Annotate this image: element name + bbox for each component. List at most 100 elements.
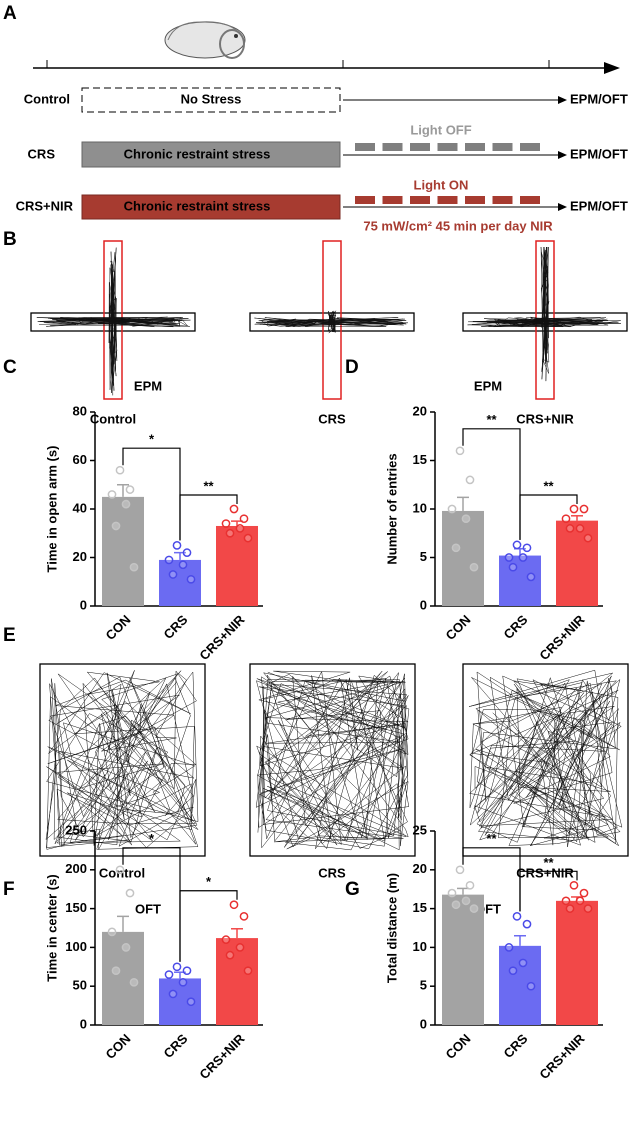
- data-point: [518, 553, 528, 562]
- data-point: [125, 485, 135, 494]
- data-point: [221, 519, 231, 528]
- data-point: [469, 562, 479, 572]
- light-label: Light ON: [414, 177, 469, 192]
- data-point: [461, 514, 471, 524]
- significance-bracket: [122, 447, 181, 541]
- y-tick-label: 15: [413, 452, 427, 467]
- y-tick-label: 0: [80, 1016, 87, 1031]
- light-block: [520, 143, 540, 151]
- bar: [556, 520, 598, 606]
- data-point: [579, 888, 589, 898]
- chart-title: EPM: [134, 378, 162, 393]
- track: [255, 670, 410, 851]
- data-point: [239, 912, 249, 921]
- y-tick-label: 5: [420, 549, 427, 564]
- significance-label: *: [206, 874, 212, 889]
- data-point: [182, 548, 192, 558]
- data-point: [465, 880, 475, 890]
- data-point: [221, 935, 231, 944]
- track: [327, 310, 337, 334]
- data-point: [164, 555, 174, 565]
- track-label: Control: [90, 411, 136, 426]
- y-tick-label: 60: [73, 452, 87, 467]
- row-label: Control: [24, 91, 70, 106]
- significance-label: **: [203, 478, 214, 493]
- data-point: [107, 490, 117, 499]
- data-point: [111, 966, 121, 976]
- data-point: [447, 888, 457, 898]
- data-point: [125, 888, 135, 898]
- data-point: [243, 966, 253, 976]
- y-tick-label: 20: [73, 549, 87, 564]
- data-point: [235, 524, 245, 533]
- light-block: [355, 196, 375, 204]
- y-tick-label: 200: [65, 861, 87, 876]
- data-point: [522, 543, 532, 553]
- data-point: [168, 989, 178, 999]
- data-point: [186, 997, 196, 1007]
- data-point: [111, 521, 121, 531]
- y-tick-label: 10: [413, 500, 427, 515]
- panel-label: E: [3, 625, 16, 646]
- light-block: [465, 196, 485, 204]
- row-label: CRS: [28, 146, 56, 161]
- data-point: [526, 572, 536, 582]
- light-blocks: [355, 196, 540, 204]
- oft-tracks: [39, 663, 629, 857]
- y-axis-label: Total distance (m): [384, 873, 399, 983]
- light-block: [492, 196, 513, 204]
- light-block: [382, 143, 403, 151]
- data-point: [575, 524, 585, 533]
- data-point: [182, 966, 192, 976]
- data-point: [455, 446, 465, 456]
- y-tick-label: 100: [65, 939, 87, 954]
- track-label: CRS+NIR: [516, 865, 574, 880]
- light-block: [437, 143, 458, 151]
- bar: [499, 555, 541, 606]
- data-point: [178, 560, 188, 570]
- bar-text: Chronic restraint stress: [124, 146, 271, 161]
- data-point: [583, 533, 593, 543]
- track-label: CRS: [318, 865, 346, 880]
- arrow-head: [558, 203, 567, 211]
- y-tick-label: 0: [80, 597, 87, 612]
- light-block: [355, 143, 375, 151]
- track: [467, 316, 621, 328]
- bar-text: No Stress: [181, 91, 242, 106]
- data-point: [451, 543, 461, 553]
- significance-label: *: [149, 432, 155, 447]
- panel-label: B: [3, 229, 17, 250]
- light-block: [520, 196, 540, 204]
- panel-label: A: [3, 3, 17, 24]
- stress-bar: [81, 194, 341, 220]
- data-point: [225, 528, 235, 538]
- light-label: Light OFF: [410, 122, 471, 137]
- light-block: [437, 196, 458, 204]
- data-point: [561, 896, 571, 906]
- data-point: [107, 927, 117, 937]
- bar: [102, 496, 144, 606]
- y-axis-label: Number of entries: [384, 453, 399, 564]
- data-point: [115, 865, 125, 875]
- y-tick-label: 250: [65, 822, 87, 837]
- light-block: [465, 143, 485, 151]
- data-point: [504, 553, 514, 562]
- data-point: [115, 465, 125, 475]
- data-point: [461, 896, 471, 906]
- track: [469, 669, 623, 848]
- data-point: [518, 958, 528, 968]
- significance-label: **: [543, 855, 554, 870]
- data-point: [508, 562, 518, 572]
- end-label: EPM/OFT: [570, 198, 628, 213]
- light-blocks: [355, 143, 540, 151]
- data-point: [186, 574, 196, 584]
- data-point: [129, 977, 139, 987]
- data-point: [569, 880, 579, 890]
- data-point: [451, 900, 461, 910]
- significance-bracket: [179, 890, 238, 962]
- panel-label: F: [3, 879, 15, 900]
- significance-label: **: [486, 831, 497, 846]
- arena: [462, 663, 629, 857]
- data-point: [121, 943, 131, 952]
